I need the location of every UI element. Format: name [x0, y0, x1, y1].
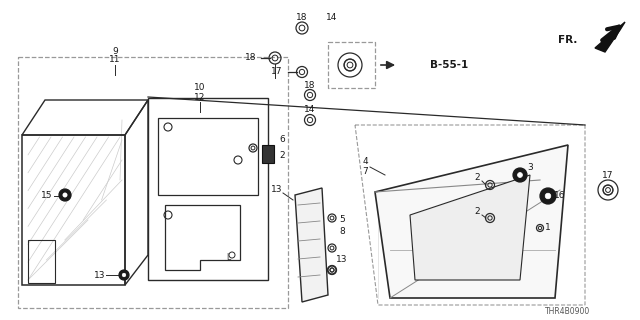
Text: 13: 13 — [93, 270, 105, 279]
Circle shape — [59, 189, 71, 201]
Text: 17: 17 — [602, 172, 614, 180]
Text: 14: 14 — [326, 13, 338, 22]
Text: 14: 14 — [304, 106, 316, 115]
Text: 1: 1 — [545, 223, 551, 233]
Text: 13: 13 — [336, 255, 348, 265]
Text: 15: 15 — [40, 191, 52, 201]
Text: 3: 3 — [527, 164, 533, 172]
Circle shape — [518, 172, 522, 178]
Text: 7: 7 — [362, 167, 368, 177]
Text: 4: 4 — [362, 157, 368, 166]
Text: 18: 18 — [304, 81, 316, 90]
Circle shape — [63, 193, 67, 197]
Text: 11: 11 — [109, 55, 121, 65]
Circle shape — [540, 188, 556, 204]
Bar — [262, 145, 274, 163]
Circle shape — [545, 193, 551, 199]
Circle shape — [119, 270, 129, 280]
Polygon shape — [295, 188, 328, 302]
Text: THR4B0900: THR4B0900 — [545, 308, 590, 316]
Circle shape — [122, 273, 125, 277]
Polygon shape — [410, 175, 530, 280]
Text: 8: 8 — [339, 228, 345, 236]
Text: B-55-1: B-55-1 — [430, 60, 468, 70]
Text: 2: 2 — [474, 207, 480, 217]
Text: 18: 18 — [244, 53, 256, 62]
Text: 6: 6 — [279, 135, 285, 145]
Text: 2: 2 — [279, 150, 285, 159]
Text: L: L — [226, 253, 230, 262]
Polygon shape — [595, 22, 625, 52]
Text: 9: 9 — [112, 47, 118, 57]
Circle shape — [513, 168, 527, 182]
Polygon shape — [375, 145, 568, 298]
Text: FR.: FR. — [557, 35, 577, 45]
Text: 13: 13 — [271, 186, 282, 195]
Text: 12: 12 — [195, 92, 205, 101]
Text: 2: 2 — [474, 173, 480, 182]
Text: 16: 16 — [554, 191, 566, 201]
Text: 10: 10 — [195, 84, 205, 92]
Text: 5: 5 — [339, 215, 345, 225]
Text: 17: 17 — [271, 68, 282, 76]
Text: 18: 18 — [296, 13, 308, 22]
